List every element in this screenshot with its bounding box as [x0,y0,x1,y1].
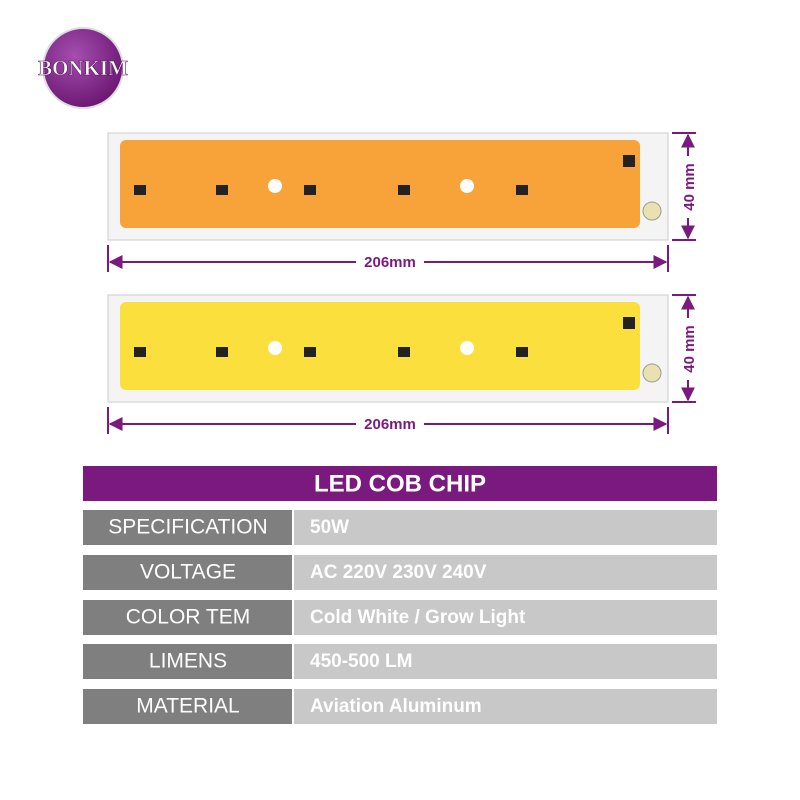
table-title: LED COB CHIP [314,470,486,497]
row-value: Cold White / Grow Light [310,607,526,628]
height-label: 40 mm [681,163,698,211]
chips: 206mm 40 mm 206mm 40 mm [107,132,698,434]
row-label-cell [83,689,292,724]
row-value: 50W [310,517,349,538]
led-driver [134,347,146,357]
height-label: 40 mm [681,325,698,373]
logo: BONKIM [38,27,128,109]
row-value: Aviation Aluminum [310,696,482,717]
led-driver [398,347,410,357]
connector [642,363,662,383]
chip: 206mm 40 mm [107,132,698,272]
mount-hole [460,341,474,355]
row-value: 450-500 LM [310,651,412,672]
dim-label-bg [356,253,424,271]
row-label-cell [83,644,292,679]
led-driver [216,185,228,195]
led-driver [516,347,528,357]
mount-hole [268,179,282,193]
row-value-cell [294,644,717,679]
row-value-cell [294,600,717,635]
row-label: COLOR TEM [126,606,250,629]
width-label: 206mm [364,416,416,433]
led-driver [398,185,410,195]
led-driver [304,347,316,357]
chip-emitter [120,140,640,228]
chip-emitter [120,302,640,390]
row-label: MATERIAL [136,695,239,718]
chip: 206mm 40 mm [107,294,698,434]
row-label-cell [83,510,292,545]
led-driver [623,317,635,329]
row-label: LIMENS [149,650,227,673]
row-label-cell [83,555,292,590]
mount-hole [460,179,474,193]
led-driver [623,155,635,167]
led-driver [304,185,316,195]
width-label: 206mm [364,254,416,271]
row-label: SPECIFICATION [108,516,267,539]
led-driver [516,185,528,195]
row-label: VOLTAGE [140,561,236,584]
mount-hole [268,341,282,355]
dim-label-bg [679,156,697,218]
row-value-cell [294,510,717,545]
row-value-cell [294,555,717,590]
row-label-cell [83,600,292,635]
led-driver [134,185,146,195]
dim-label-bg [679,318,697,380]
table-header [83,466,717,501]
dim-label-bg [356,415,424,433]
led-driver [216,347,228,357]
logo-text: BONKIM [38,56,128,80]
spec-table: LED COB CHIP SPECIFICATION 50W VOLTAGE AC 2… [83,466,717,724]
row-value: AC 220V 230V 240V [310,562,487,583]
connector [642,201,662,221]
row-value-cell [294,689,717,724]
